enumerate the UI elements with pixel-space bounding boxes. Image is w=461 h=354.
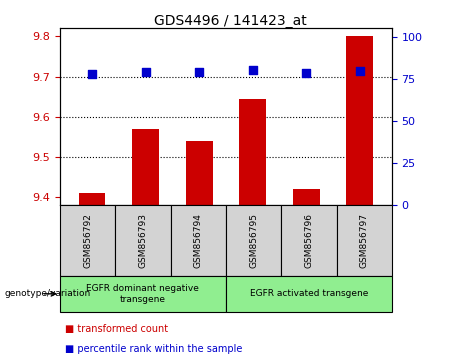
Bar xyxy=(346,36,373,205)
Bar xyxy=(79,193,106,205)
Text: EGFR activated transgene: EGFR activated transgene xyxy=(250,289,368,298)
Text: GSM856795: GSM856795 xyxy=(249,213,258,268)
Bar xyxy=(293,189,319,205)
Point xyxy=(249,68,256,73)
Point xyxy=(356,68,363,74)
Point xyxy=(195,69,203,75)
Text: GSM856797: GSM856797 xyxy=(360,213,369,268)
Bar xyxy=(132,129,159,205)
Point xyxy=(302,70,310,76)
Text: GSM856796: GSM856796 xyxy=(304,213,313,268)
Text: GSM856793: GSM856793 xyxy=(138,213,148,268)
Text: ■ transformed count: ■ transformed count xyxy=(65,324,168,334)
Text: EGFR dominant negative
transgene: EGFR dominant negative transgene xyxy=(87,284,199,303)
Point xyxy=(89,71,96,77)
Text: GDS4496 / 141423_at: GDS4496 / 141423_at xyxy=(154,14,307,28)
Text: GSM856792: GSM856792 xyxy=(83,213,92,268)
Bar xyxy=(239,99,266,205)
Point xyxy=(142,69,149,75)
Bar xyxy=(186,141,213,205)
Text: GSM856794: GSM856794 xyxy=(194,213,203,268)
Text: ■ percentile rank within the sample: ■ percentile rank within the sample xyxy=(65,344,242,354)
Text: genotype/variation: genotype/variation xyxy=(5,289,91,298)
